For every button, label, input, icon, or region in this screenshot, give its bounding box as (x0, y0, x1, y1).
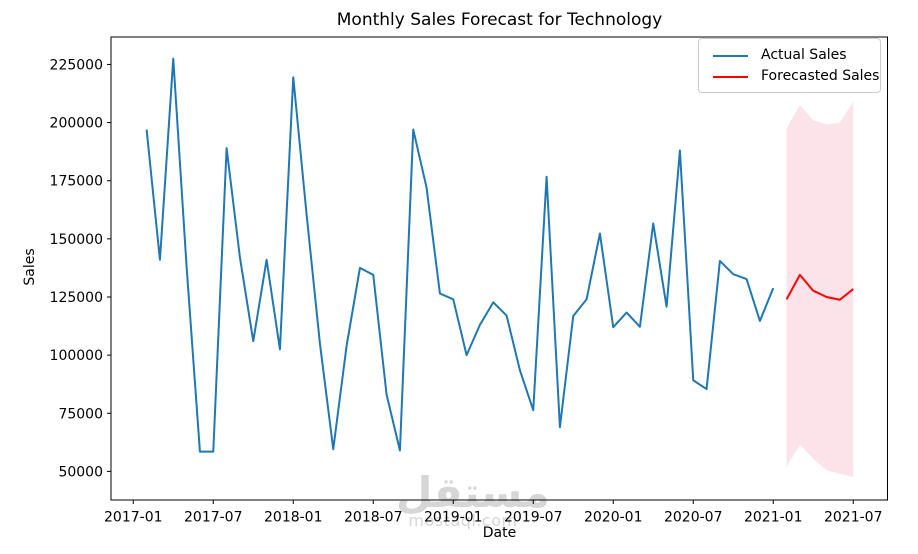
y-tick-label: 75000 (58, 406, 103, 422)
y-tick-label: 100000 (50, 348, 103, 364)
x-tick-label: 2017-07 (184, 510, 243, 526)
x-tick-label: 2020-01 (584, 510, 643, 526)
legend: Actual Sales Forecasted Sales (698, 38, 881, 93)
x-axis-label: Date (482, 525, 517, 541)
x-tick-label: 2021-01 (744, 510, 803, 526)
y-tick-label: 175000 (50, 174, 103, 190)
actual-sales-line (145, 57, 775, 453)
x-tick-label: 2019-07 (504, 510, 563, 526)
x-tick-label: 2019-01 (424, 510, 483, 526)
y-tick-label: 50000 (58, 464, 103, 480)
legend-label-forecast: Forecasted Sales (761, 68, 880, 84)
y-tick-label: 200000 (50, 116, 103, 132)
legend-line-sample-actual (713, 54, 748, 57)
x-tick-label: 2018-01 (264, 510, 323, 526)
legend-line-sample-forecast (713, 75, 748, 78)
x-tick-label: 2020-07 (664, 510, 723, 526)
plot-border (110, 36, 888, 501)
x-tick-label: 2017-01 (104, 510, 163, 526)
x-tick-label: 2018-07 (344, 510, 403, 526)
legend-item-forecasted-sales: Forecasted Sales (713, 66, 880, 87)
y-tick-label: 150000 (50, 232, 103, 248)
chart-title: Monthly Sales Forecast for Technology (336, 10, 663, 30)
y-tick-label: 225000 (50, 57, 103, 73)
forecasted-sales-line (785, 273, 854, 301)
x-tick-label: 2021-07 (824, 510, 883, 526)
y-axis-label: Sales (22, 248, 38, 286)
legend-item-actual-sales: Actual Sales (713, 45, 880, 66)
y-tick-label: 125000 (50, 290, 103, 306)
legend-label-actual: Actual Sales (761, 47, 847, 63)
confidence-band (786, 101, 854, 478)
